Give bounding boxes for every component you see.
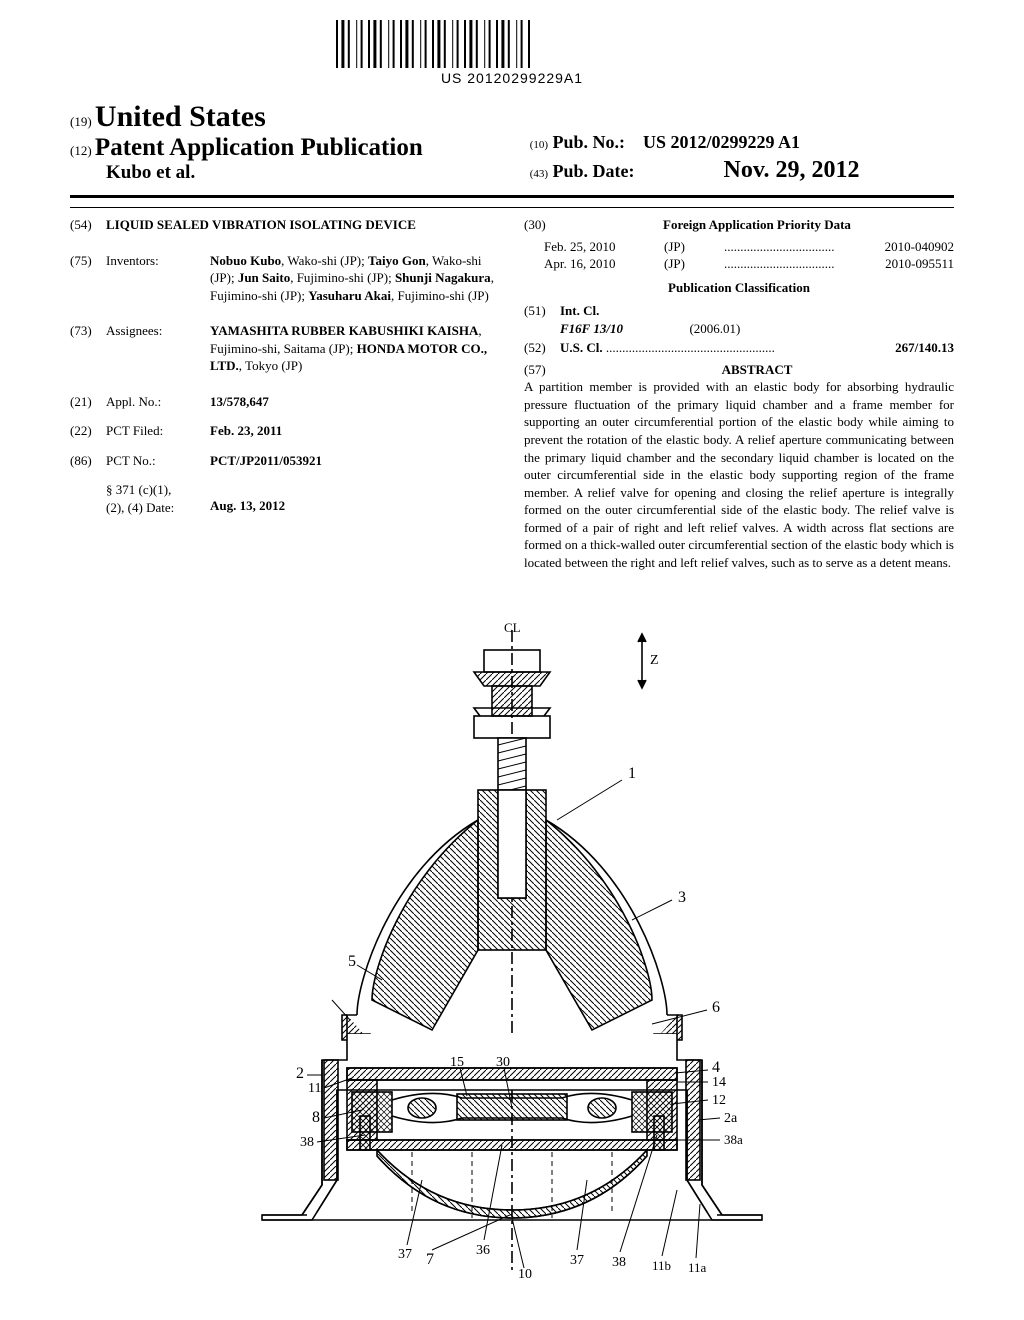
tag-22: (22) xyxy=(70,422,106,440)
left-column: (54) LIQUID SEALED VIBRATION ISOLATING D… xyxy=(70,216,500,571)
abstract-head: ABSTRACT xyxy=(722,362,793,377)
intcl-code: F16F 13/10 xyxy=(560,321,623,336)
author-line: Kubo et al. xyxy=(106,162,494,184)
header-left: (19) United States (12) Patent Applicati… xyxy=(70,100,494,184)
pctfiled-label: PCT Filed: xyxy=(106,422,210,440)
svg-text:5: 5 xyxy=(348,953,356,970)
pctfiled-block: (22) PCT Filed: Feb. 23, 2011 xyxy=(70,422,500,440)
svg-text:10: 10 xyxy=(518,1267,532,1280)
priority-row: Feb. 25, 2010(JP).......................… xyxy=(524,238,954,256)
svg-text:36: 36 xyxy=(476,1243,490,1258)
svg-text:15: 15 xyxy=(450,1055,464,1070)
assignees-label: Assignees: xyxy=(106,322,210,375)
svg-text:3: 3 xyxy=(678,889,686,906)
figure: CL Z 1 3 5 6 2 11 8 38 15 30 414 12 2a 38a 36 7 10 37 37 38 11… xyxy=(0,620,1024,1284)
uscl-row: (52) U.S. Cl. ..........................… xyxy=(524,339,954,357)
svg-text:2a: 2a xyxy=(724,1111,738,1126)
figure-svg: CL Z 1 3 5 6 2 11 8 38 15 30 414 12 2a 38a 36 7 10 37 37 38 11… xyxy=(252,620,772,1280)
assignees-value: YAMASHITA RUBBER KABUSHIKI KAISHA, Fujim… xyxy=(210,322,500,375)
pctfiled-value: Feb. 23, 2011 xyxy=(210,423,282,438)
svg-text:4: 4 xyxy=(712,1059,720,1076)
country-prefix: (19) xyxy=(70,114,92,129)
rule-top xyxy=(70,195,954,198)
tag-30: (30) xyxy=(524,216,560,234)
svg-text:2: 2 xyxy=(296,1065,304,1082)
pub-no-label: Pub. No.: xyxy=(553,132,626,152)
tag-52: (52) xyxy=(524,339,560,357)
tag-75: (75) xyxy=(70,252,106,305)
abstract-head-row: (57) ABSTRACT xyxy=(524,361,954,379)
inventors-value: Nobuo Kubo, Wako-shi (JP); Taiyo Gon, Wa… xyxy=(210,252,500,305)
svg-text:37: 37 xyxy=(398,1247,412,1262)
foreign-head-block: (30) Foreign Application Priority Data xyxy=(524,216,954,234)
tag-54: (54) xyxy=(70,216,106,234)
svg-text:30: 30 xyxy=(496,1055,510,1070)
svg-text:38: 38 xyxy=(300,1135,314,1150)
svg-text:1: 1 xyxy=(628,765,636,782)
svg-text:CL: CL xyxy=(504,620,521,635)
svg-text:11b: 11b xyxy=(652,1258,671,1273)
pub-title-line: (12) Patent Application Publication xyxy=(70,134,494,162)
s371-label: § 371 (c)(1), (2), (4) Date: xyxy=(106,481,210,516)
biblio-columns: (54) LIQUID SEALED VIBRATION ISOLATING D… xyxy=(70,216,954,571)
s371-block: § 371 (c)(1), (2), (4) Date: Aug. 13, 20… xyxy=(70,481,500,516)
applno-value: 13/578,647 xyxy=(210,394,269,409)
assignees-block: (73) Assignees: YAMASHITA RUBBER KABUSHI… xyxy=(70,322,500,375)
country-line: (19) United States xyxy=(70,100,494,134)
uscl-value: 267/140.13 xyxy=(895,339,954,357)
svg-text:11a: 11a xyxy=(688,1260,707,1275)
pub-date-line: (43) Pub. Date: Nov. 29, 2012 xyxy=(530,157,954,184)
priority-row: Apr. 16, 2010(JP).......................… xyxy=(524,255,954,273)
svg-text:38: 38 xyxy=(612,1255,626,1270)
applno-block: (21) Appl. No.: 13/578,647 xyxy=(70,393,500,411)
tag-73: (73) xyxy=(70,322,106,375)
svg-text:12: 12 xyxy=(712,1093,726,1108)
svg-text:Z: Z xyxy=(650,653,659,668)
svg-text:37: 37 xyxy=(570,1253,584,1268)
svg-text:38a: 38a xyxy=(724,1132,743,1147)
inventors-label: Inventors: xyxy=(106,252,210,305)
inventors-block: (75) Inventors: Nobuo Kubo, Wako-shi (JP… xyxy=(70,252,500,305)
barcode-text: US 20120299229A1 xyxy=(332,70,692,86)
barcode-block: US 20120299229A1 xyxy=(332,20,692,86)
pctno-block: (86) PCT No.: PCT/JP2011/053921 xyxy=(70,452,500,470)
intcl-row: (51) Int. Cl. F16F 13/10 (2006.01) xyxy=(524,302,954,337)
pub-date-label: Pub. Date: xyxy=(553,161,635,181)
pub-date-prefix: (43) xyxy=(530,168,548,180)
publication-title: Patent Application Publication xyxy=(95,134,423,161)
rule-bottom xyxy=(70,207,954,208)
svg-text:11: 11 xyxy=(308,1081,321,1096)
priority-rows: Feb. 25, 2010(JP).......................… xyxy=(524,238,954,273)
pub-no: US 2012/0299229 A1 xyxy=(643,132,800,152)
svg-text:14: 14 xyxy=(712,1075,726,1090)
barcode-svg xyxy=(332,20,692,68)
tag-57: (57) xyxy=(524,361,560,379)
abstract-body: A partition member is provided with an e… xyxy=(524,378,954,571)
intcl-year: (2006.01) xyxy=(689,321,740,336)
pub-no-line: (10) Pub. No.: US 2012/0299229 A1 xyxy=(530,132,954,153)
pub-no-prefix: (10) xyxy=(530,139,548,151)
intcl-label: Int. Cl. xyxy=(560,302,954,320)
pub-title-prefix: (12) xyxy=(70,143,92,158)
applno-label: Appl. No.: xyxy=(106,393,210,411)
svg-text:6: 6 xyxy=(712,999,720,1016)
pctno-label: PCT No.: xyxy=(106,452,210,470)
pub-date: Nov. 29, 2012 xyxy=(724,157,860,183)
title-block: (54) LIQUID SEALED VIBRATION ISOLATING D… xyxy=(70,216,500,234)
header: (19) United States (12) Patent Applicati… xyxy=(70,100,954,184)
svg-text:7: 7 xyxy=(426,1251,434,1268)
country: United States xyxy=(95,100,266,133)
svg-text:8: 8 xyxy=(312,1109,320,1126)
classification-head: Publication Classification xyxy=(524,279,954,297)
right-column: (30) Foreign Application Priority Data F… xyxy=(524,216,954,571)
tag-86: (86) xyxy=(70,452,106,470)
tag-51: (51) xyxy=(524,302,560,337)
invention-title: LIQUID SEALED VIBRATION ISOLATING DEVICE xyxy=(106,216,500,234)
s371-date: Aug. 13, 2012 xyxy=(210,498,285,513)
header-right: (10) Pub. No.: US 2012/0299229 A1 (43) P… xyxy=(530,100,954,184)
tag-21: (21) xyxy=(70,393,106,411)
uscl-label: U.S. Cl. xyxy=(560,340,603,355)
foreign-head: Foreign Application Priority Data xyxy=(663,217,851,232)
pctno-value: PCT/JP2011/053921 xyxy=(210,453,322,468)
